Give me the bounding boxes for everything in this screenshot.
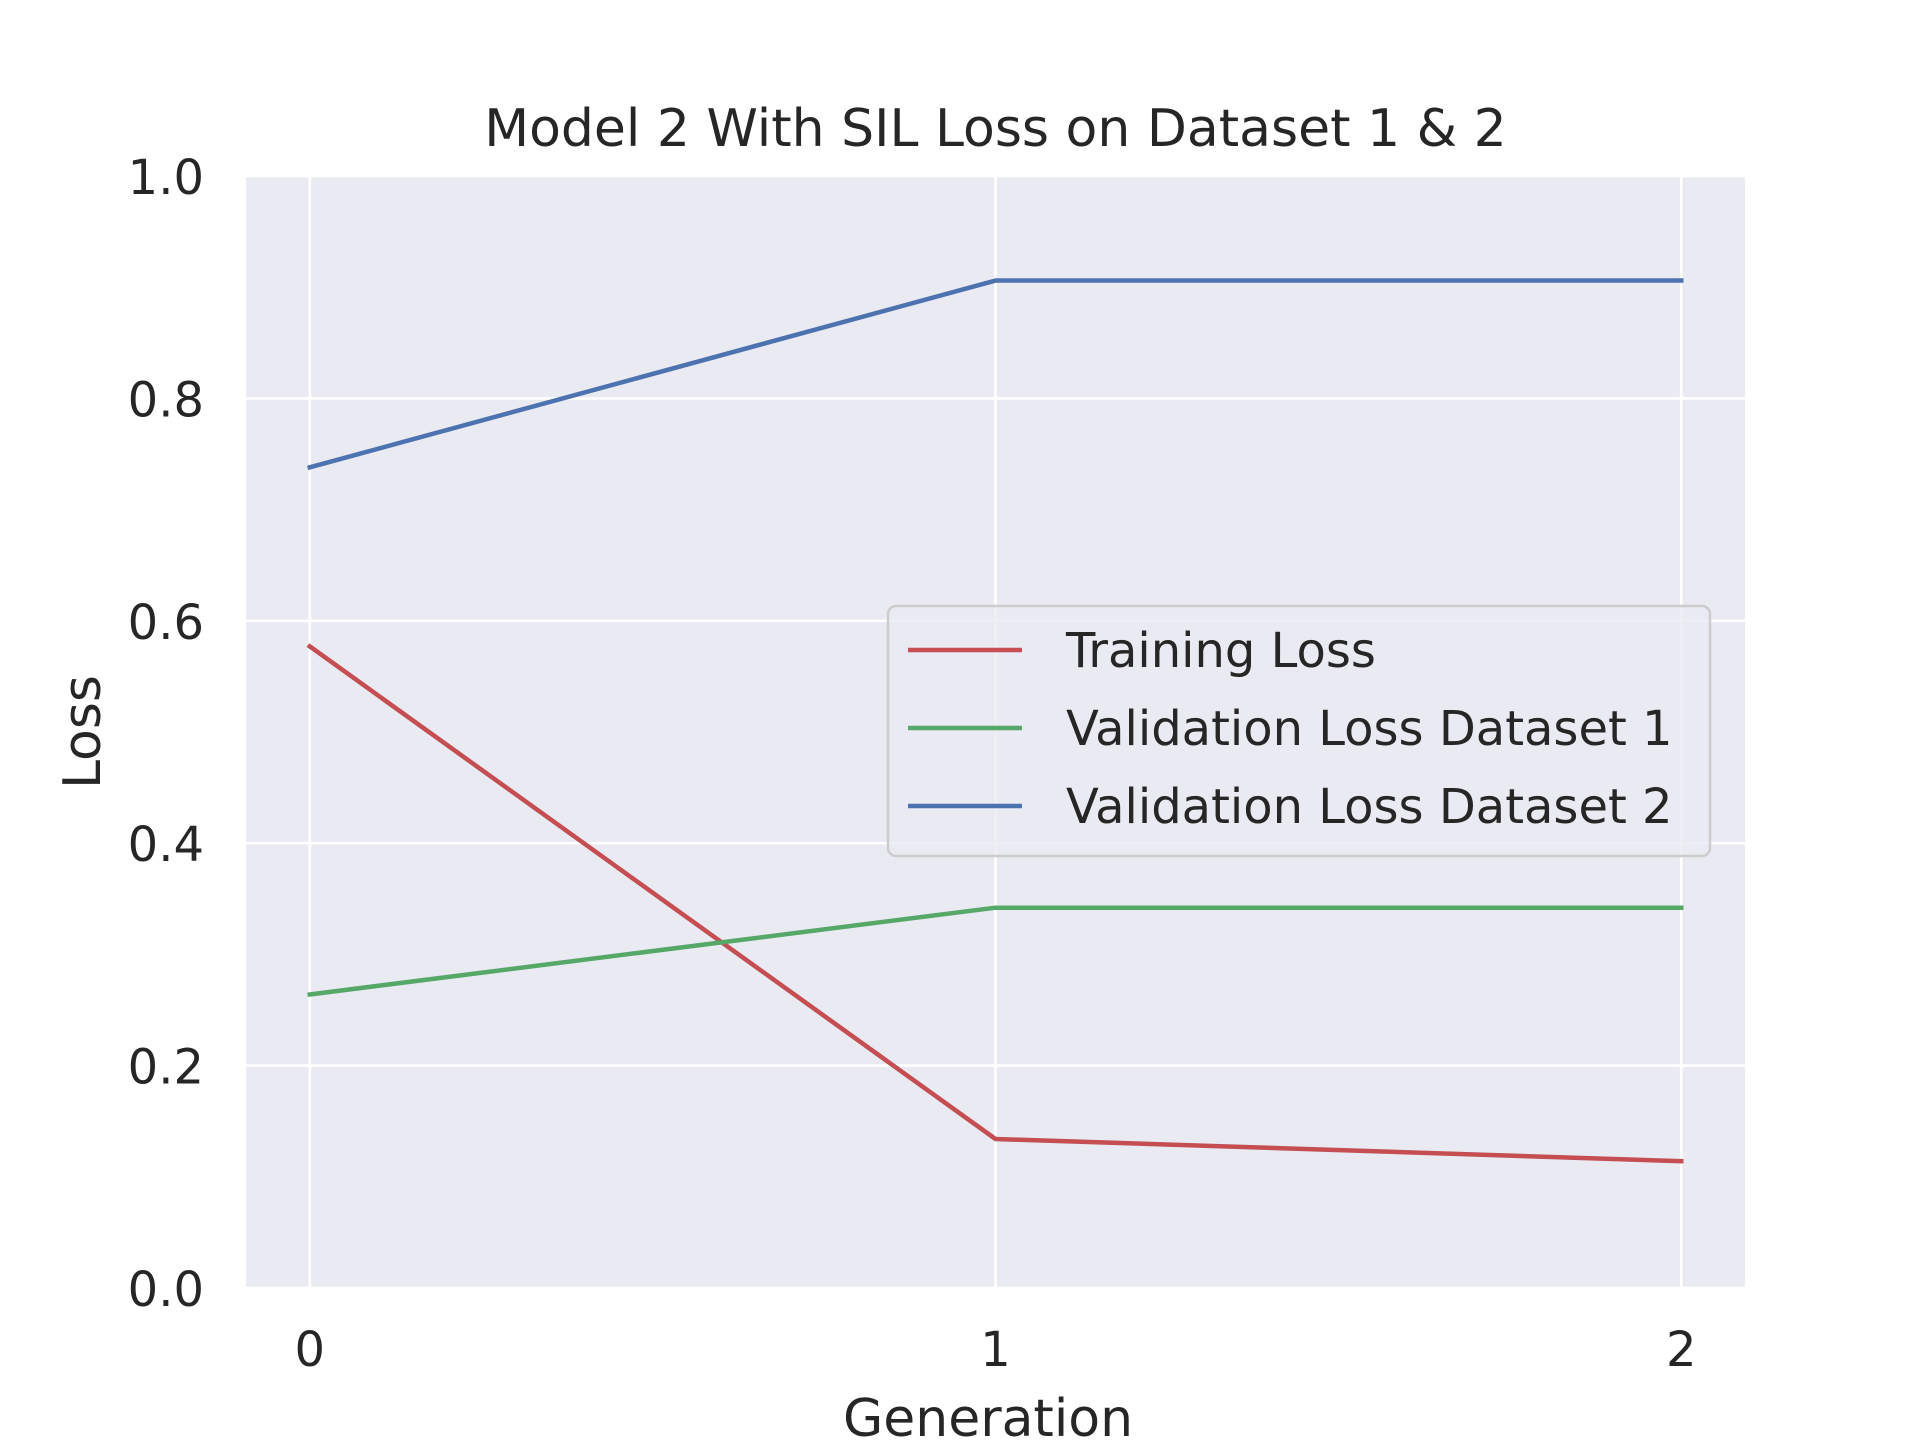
y-tick-label: 0.0 (128, 1262, 204, 1318)
chart-title: Model 2 With SIL Loss on Dataset 1 & 2 (484, 99, 1507, 159)
legend-label: Validation Loss Dataset 1 (1066, 701, 1673, 757)
series-line (307, 278, 1684, 471)
series-line (306, 643, 1684, 1164)
series-line (307, 905, 1684, 997)
y-axis-label: Loss (53, 675, 113, 789)
y-tick-label: 0.4 (128, 817, 204, 873)
y-tick-label: 0.6 (128, 595, 204, 651)
legend-box (886, 604, 1712, 858)
legend: Training Loss Validation Loss Dataset 1 Va… (886, 604, 1712, 858)
legend-label: Training Loss (1065, 623, 1376, 679)
x-tick-label: 1 (980, 1322, 1011, 1378)
tick-labels: 0.0 0.2 0.4 0.6 0.8 1.0 0 1 2 (128, 150, 1697, 1378)
y-tick-label: 1.0 (128, 150, 204, 206)
y-tick-label: 0.8 (128, 372, 204, 428)
x-axis-label: Generation (843, 1389, 1133, 1440)
series-layer (306, 278, 1684, 1164)
x-tick-label: 0 (294, 1322, 325, 1378)
legend-label: Validation Loss Dataset 2 (1066, 779, 1673, 835)
y-tick-label: 0.2 (128, 1040, 204, 1096)
x-tick-label: 2 (1666, 1322, 1697, 1378)
